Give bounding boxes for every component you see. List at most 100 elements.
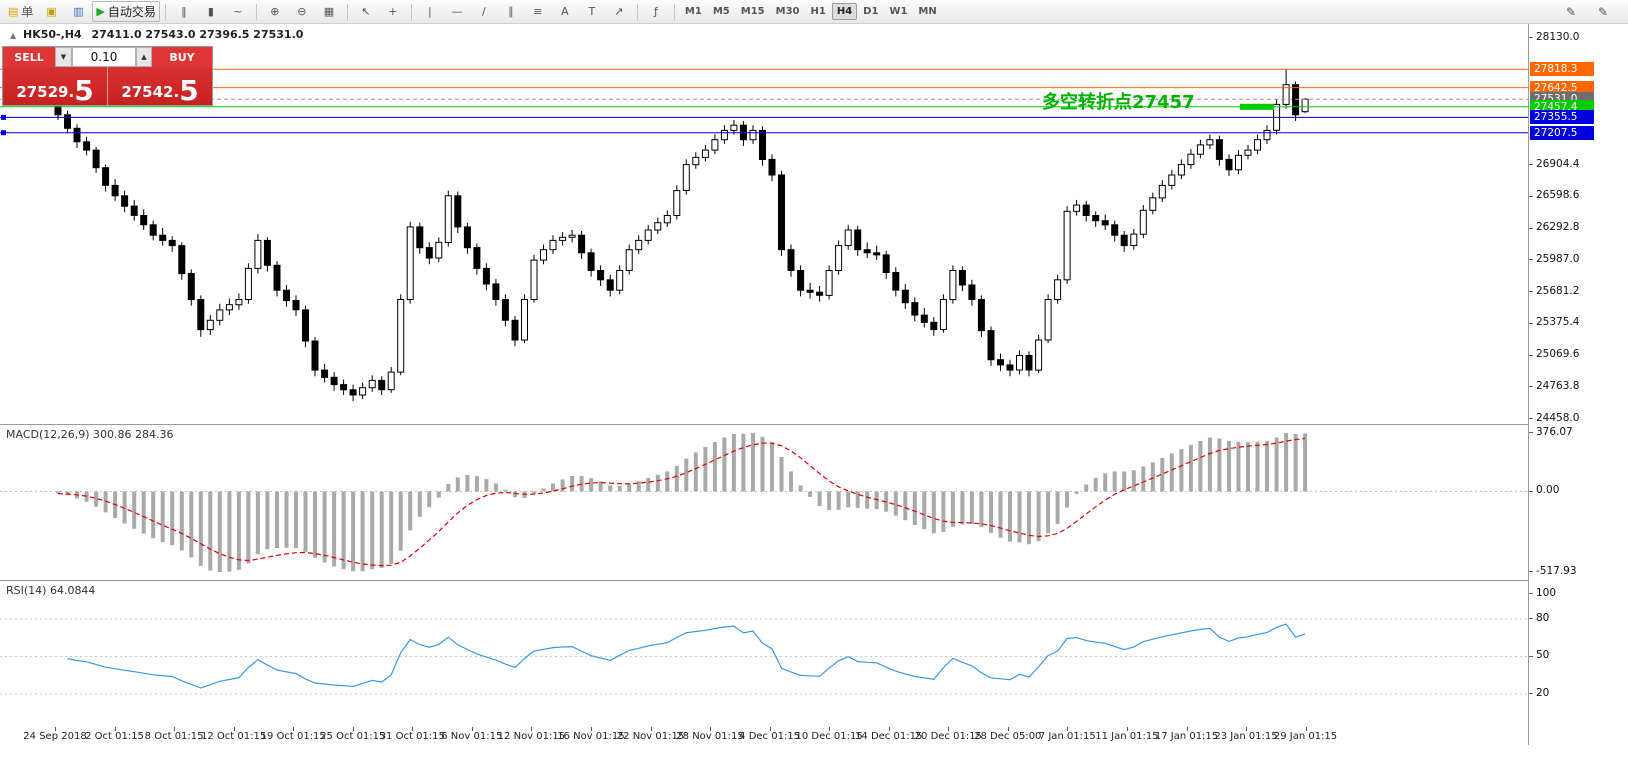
timeframe-button-d1[interactable]: D1 <box>863 6 879 17</box>
candlestick-chart-canvas[interactable] <box>0 24 1528 424</box>
marker-icon[interactable]: ✎ <box>1597 4 1609 19</box>
candlestick-chart-icon[interactable]: ▮ <box>198 1 224 22</box>
profiles-icon: ▥ <box>73 5 84 18</box>
vertical-line-icon[interactable]: | <box>417 1 443 22</box>
toolbar-right-group: ✎ ✎ <box>1558 1 1624 22</box>
macd-panel[interactable]: MACD(12,26,9) 300.86 284.36 <box>0 425 1528 580</box>
bar-chart-icon[interactable]: ‖ <box>171 1 197 22</box>
time-axis-label: 22 Nov 01:15 <box>616 731 685 742</box>
toolbar-separator <box>673 3 675 20</box>
label-icon: T <box>588 5 596 18</box>
main-chart-panel[interactable]: ▲ HK50-,H4 27411.0 27543.0 27396.5 27531… <box>0 24 1528 424</box>
timeframe-button-m30[interactable]: M30 <box>775 6 800 17</box>
timeframe-button-w1[interactable]: W1 <box>889 6 908 17</box>
price-level-tag: 27355.5 <box>1530 110 1594 125</box>
label-icon[interactable]: T <box>579 1 605 22</box>
macd-panel-separator <box>0 424 1628 425</box>
zoom-in-icon: ⊕ <box>270 5 280 18</box>
buy-button[interactable]: BUY <box>152 47 212 67</box>
price-axis-tick <box>1529 322 1533 324</box>
buy-price[interactable]: 27542. 5 <box>108 67 212 105</box>
time-axis-tick <box>888 727 890 731</box>
text-icon: A <box>561 5 569 18</box>
rsi-panel[interactable]: RSI(14) 64.0844 <box>0 581 1528 727</box>
price-axis-label: 26904.4 <box>1536 157 1580 170</box>
toolbar-separator <box>164 3 166 20</box>
horizontal-line-icon: — <box>451 5 463 18</box>
one-click-trading-panel: SELL ▼ 0.10 ▲ BUY 27529. 5 27542. 5 <box>2 46 213 106</box>
price-axis[interactable]: 28130.0 26904.4 26598.6 26292.8 25987.0 25681… <box>1529 24 1628 745</box>
price-axis-label: 25375.4 <box>1536 316 1580 329</box>
cursor-icon[interactable]: ↖ <box>353 1 379 22</box>
time-axis-tick <box>114 727 116 731</box>
price-axis-tick <box>1529 354 1533 356</box>
profiles-icon[interactable]: ▥ <box>65 1 91 22</box>
time-axis-label: 11 Jan 01:15 <box>1095 731 1159 742</box>
time-axis-label: 14 Dec 01:15 <box>855 731 923 742</box>
price-axis-label: 26292.8 <box>1536 221 1580 234</box>
chart-window-icon[interactable]: ▣ <box>38 1 64 22</box>
tile-windows-icon[interactable]: ▦ <box>316 1 342 22</box>
price-axis-label: 376.07 <box>1536 425 1573 438</box>
time-axis-tick <box>1246 727 1247 731</box>
price-axis-tick <box>1529 195 1533 197</box>
time-axis-label: 28 Dec 05:00 <box>974 731 1042 742</box>
price-axis-tick <box>1529 693 1533 694</box>
price-axis-label: 100 <box>1536 586 1557 599</box>
time-axis-tick <box>829 727 831 731</box>
volume-dropdown-button[interactable]: ▼ <box>55 47 72 67</box>
price-axis-label: 0.00 <box>1536 484 1560 496</box>
timeframe-button-m1[interactable]: M1 <box>684 6 702 17</box>
new-order-button-label: 单 <box>21 5 34 19</box>
time-axis-label: 17 Jan 01:15 <box>1154 731 1219 742</box>
line-chart-icon[interactable]: ~ <box>225 1 251 22</box>
bar-chart-icon: ‖ <box>181 5 187 18</box>
sell-price[interactable]: 27529. 5 <box>3 67 107 105</box>
pencil-icon[interactable]: ✎ <box>1565 4 1577 19</box>
zoom-out-icon[interactable]: ⊖ <box>289 1 315 22</box>
channel-icon[interactable]: ∥ <box>498 1 524 22</box>
fibonacci-icon[interactable]: ≡ <box>525 1 551 22</box>
rsi-chart-canvas[interactable] <box>0 581 1528 727</box>
zoom-out-icon: ⊖ <box>297 5 307 18</box>
timeframe-button-m5[interactable]: M5 <box>712 6 730 17</box>
new-order-button[interactable]: ▤ 单 <box>4 1 37 22</box>
autotrading-button-label: 自动交易 <box>107 5 156 19</box>
macd-chart-canvas[interactable] <box>0 425 1528 580</box>
timeframe-button-h1[interactable]: H1 <box>810 6 826 17</box>
sell-button[interactable]: SELL <box>3 47 55 67</box>
price-level-tag: 27642.5 <box>1530 80 1594 95</box>
trendline-icon[interactable]: / <box>471 1 497 22</box>
autotrading-button[interactable]: ▶ 自动交易 <box>92 1 160 22</box>
crosshair-icon[interactable]: + <box>380 1 406 22</box>
volume-input[interactable]: 0.10 <box>72 47 136 67</box>
chart-ohlc-values: 27411.0 27543.0 27396.5 27531.0 <box>91 28 304 41</box>
time-axis-tick <box>352 727 354 731</box>
time-axis-label: 12 Oct 01:15 <box>200 731 267 742</box>
time-axis-tick <box>1007 727 1009 731</box>
horizontal-line-icon[interactable]: — <box>444 1 470 22</box>
time-axis-label: 31 Oct 01:15 <box>379 731 445 742</box>
time-axis-label: 29 Jan 01:15 <box>1273 731 1338 742</box>
pivot-annotation-text: 多空转折点27457 <box>1042 92 1195 113</box>
crosshair-icon: + <box>388 5 398 18</box>
volume-increase-button[interactable]: ▲ <box>136 47 152 67</box>
price-axis-tick <box>1529 418 1533 419</box>
zoom-in-icon[interactable]: ⊕ <box>262 1 288 22</box>
price-axis-label: 25069.6 <box>1536 348 1580 360</box>
price-axis-tick <box>1529 291 1533 293</box>
indicators-icon[interactable]: ƒ <box>643 1 669 22</box>
arrows-icon[interactable]: ↗ <box>606 1 632 22</box>
line-chart-icon: ~ <box>233 5 243 18</box>
time-axis-tick <box>174 727 176 731</box>
price-level-tag: 27818.3 <box>1530 62 1594 77</box>
toolbar-separator <box>255 3 257 20</box>
timeframe-button-m15[interactable]: M15 <box>740 6 765 17</box>
time-axis-label: 20 Dec 01:15 <box>914 731 982 742</box>
timeframe-button-h4[interactable]: H4 <box>831 3 858 20</box>
text-icon[interactable]: A <box>552 1 578 22</box>
time-axis[interactable]: 24 Sep 2018 2 Oct 01:15 8 Oct 01:15 12 Oct … <box>0 727 1528 745</box>
timeframe-button-mn[interactable]: MN <box>918 6 937 17</box>
price-axis-label: 80 <box>1536 611 1550 624</box>
